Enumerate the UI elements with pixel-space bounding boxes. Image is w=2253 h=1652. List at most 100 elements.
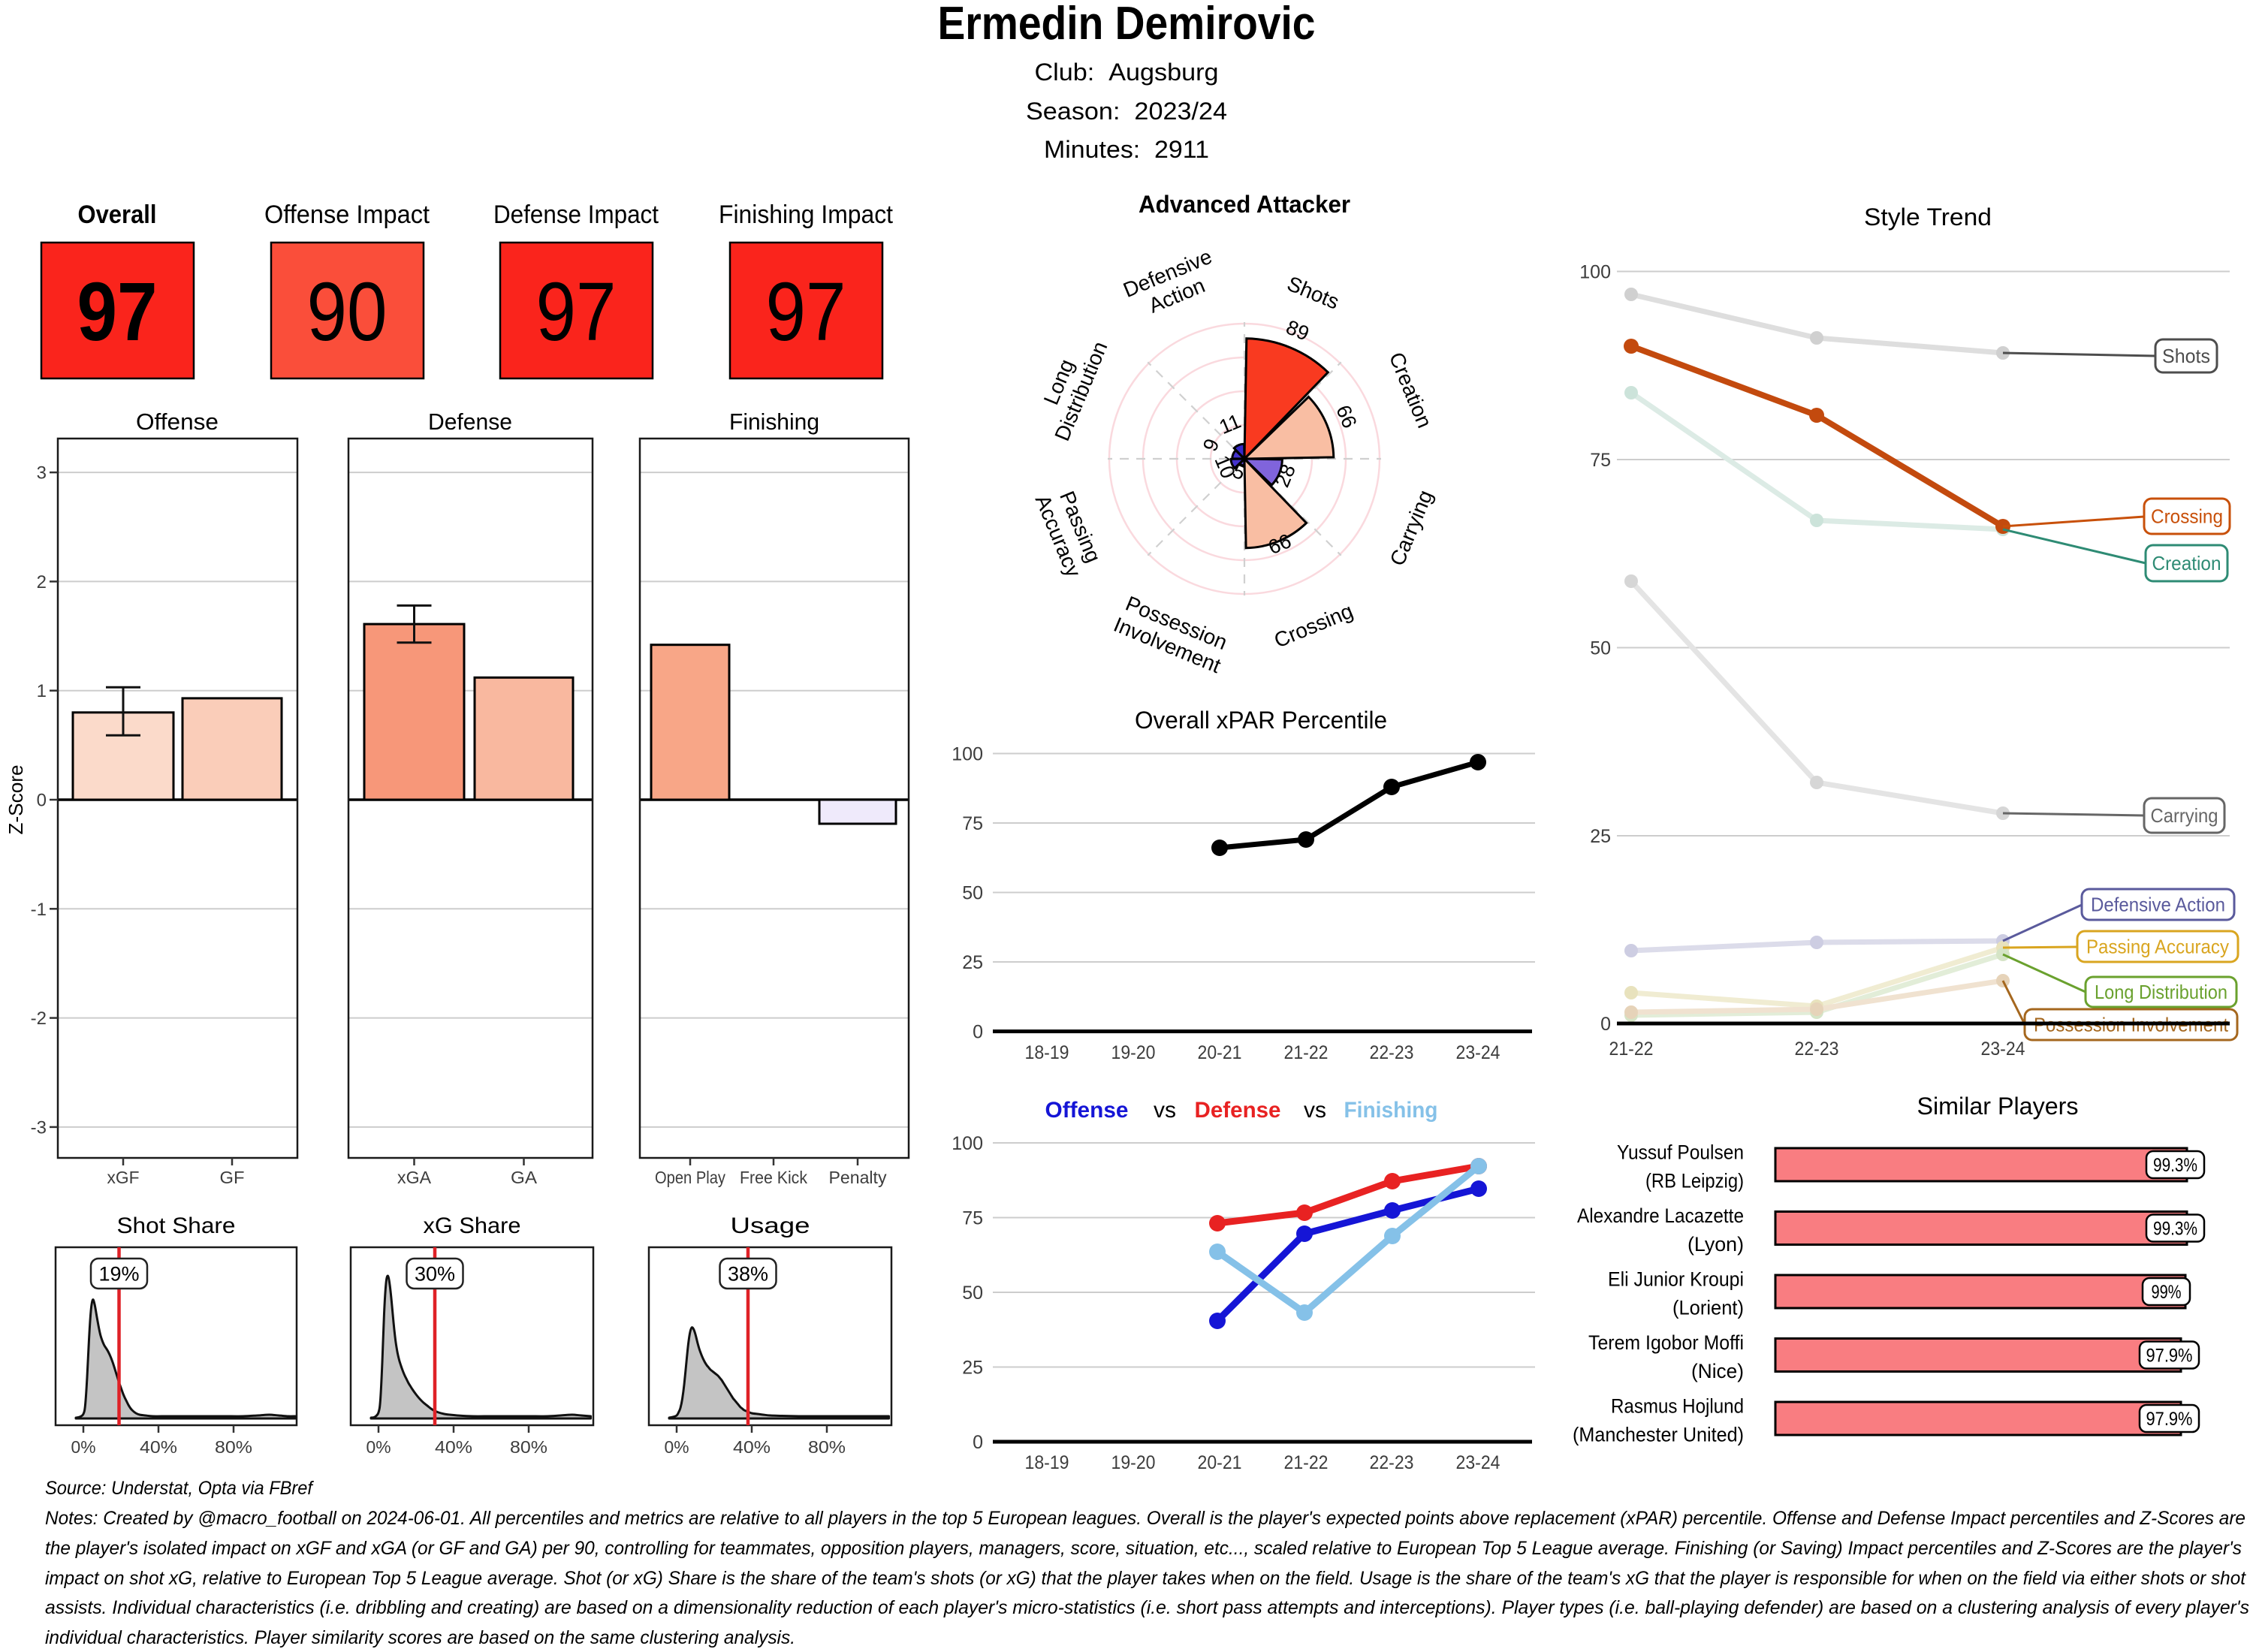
svg-text:Style Trend: Style Trend bbox=[1864, 203, 1992, 231]
svg-text:40%: 40% bbox=[140, 1437, 177, 1457]
svg-text:100: 100 bbox=[952, 744, 983, 765]
svg-text:-3: -3 bbox=[31, 1117, 47, 1138]
svg-text:xGA: xGA bbox=[397, 1168, 432, 1187]
svg-text:30%: 30% bbox=[415, 1263, 455, 1286]
svg-text:97: 97 bbox=[77, 266, 158, 358]
svg-text:Minutes: 2911: Minutes: 2911 bbox=[1044, 136, 1209, 163]
svg-text:75: 75 bbox=[1590, 450, 1611, 471]
svg-text:50: 50 bbox=[962, 1283, 983, 1304]
svg-text:(RB Leipzig): (RB Leipzig) bbox=[1645, 1170, 1744, 1192]
svg-text:40%: 40% bbox=[435, 1437, 472, 1457]
svg-text:0%: 0% bbox=[665, 1437, 689, 1457]
svg-text:Season: 2023/24: Season: 2023/24 bbox=[1026, 98, 1227, 125]
svg-text:3: 3 bbox=[37, 463, 47, 484]
svg-text:25: 25 bbox=[1590, 826, 1611, 847]
svg-text:Defensive Action: Defensive Action bbox=[2091, 894, 2225, 916]
svg-text:Eli Junior Kroupi: Eli Junior Kroupi bbox=[1608, 1268, 1744, 1291]
svg-text:Offense: Offense bbox=[1045, 1098, 1129, 1123]
svg-text:impact on shot xG, relative to: impact on shot xG, relative to European … bbox=[45, 1568, 2246, 1589]
svg-text:0%: 0% bbox=[366, 1437, 391, 1457]
svg-text:Rasmus Hojlund: Rasmus Hojlund bbox=[1611, 1395, 1744, 1418]
svg-text:Offense Impact: Offense Impact bbox=[264, 200, 430, 229]
svg-text:80%: 80% bbox=[808, 1437, 846, 1457]
svg-text:vs: vs bbox=[1154, 1098, 1176, 1123]
svg-text:Finishing: Finishing bbox=[729, 408, 819, 435]
svg-text:0: 0 bbox=[1600, 1014, 1611, 1035]
svg-text:0: 0 bbox=[973, 1432, 983, 1453]
svg-text:Finishing Impact: Finishing Impact bbox=[719, 200, 894, 229]
svg-text:97.9%: 97.9% bbox=[2146, 1409, 2193, 1430]
svg-text:Penalty: Penalty bbox=[829, 1168, 887, 1187]
svg-text:GF: GF bbox=[220, 1168, 245, 1187]
svg-text:100: 100 bbox=[952, 1133, 983, 1154]
svg-text:90: 90 bbox=[307, 266, 388, 358]
svg-text:Defense: Defense bbox=[1195, 1098, 1281, 1123]
svg-text:Carrying: Carrying bbox=[2151, 804, 2218, 827]
svg-text:assists. Individual characteri: assists. Individual characteristics (i.e… bbox=[45, 1597, 2249, 1618]
svg-text:75: 75 bbox=[962, 1208, 983, 1229]
svg-text:40%: 40% bbox=[733, 1437, 771, 1457]
svg-text:99%: 99% bbox=[2152, 1282, 2182, 1303]
svg-text:97: 97 bbox=[536, 266, 617, 358]
svg-text:Yussuf Poulsen: Yussuf Poulsen bbox=[1617, 1141, 1744, 1164]
svg-text:18-19: 18-19 bbox=[1025, 1452, 1069, 1473]
svg-text:Z-Score: Z-Score bbox=[5, 765, 27, 835]
svg-text:97.9%: 97.9% bbox=[2146, 1346, 2193, 1367]
svg-text:(Nice): (Nice) bbox=[1691, 1360, 1744, 1382]
svg-text:99.3%: 99.3% bbox=[2153, 1219, 2197, 1240]
svg-text:20-21: 20-21 bbox=[1198, 1042, 1242, 1063]
svg-text:Free Kick: Free Kick bbox=[740, 1168, 807, 1187]
svg-text:80%: 80% bbox=[215, 1437, 252, 1457]
svg-text:Advanced Attacker: Advanced Attacker bbox=[1139, 191, 1350, 218]
svg-text:Finishing: Finishing bbox=[1344, 1098, 1438, 1123]
svg-text:19-20: 19-20 bbox=[1111, 1042, 1156, 1063]
svg-text:25: 25 bbox=[962, 952, 983, 973]
svg-text:97: 97 bbox=[766, 266, 846, 358]
svg-text:22-23: 22-23 bbox=[1370, 1042, 1414, 1063]
svg-text:-1: -1 bbox=[31, 900, 47, 920]
svg-text:38%: 38% bbox=[728, 1263, 768, 1286]
svg-text:21-22: 21-22 bbox=[1284, 1042, 1329, 1063]
svg-text:xG Share: xG Share bbox=[424, 1213, 521, 1238]
svg-text:22-23: 22-23 bbox=[1370, 1452, 1414, 1473]
svg-text:50: 50 bbox=[962, 883, 983, 904]
svg-text:GA: GA bbox=[511, 1168, 538, 1187]
svg-text:21-22: 21-22 bbox=[1284, 1452, 1329, 1473]
svg-text:Long Distribution: Long Distribution bbox=[2095, 981, 2227, 1003]
svg-text:(Manchester United): (Manchester United) bbox=[1573, 1424, 1744, 1446]
svg-text:75: 75 bbox=[962, 813, 983, 834]
svg-text:Shot Share: Shot Share bbox=[117, 1213, 236, 1238]
svg-text:Alexandre Lacazette: Alexandre Lacazette bbox=[1577, 1204, 1744, 1227]
svg-text:Notes: Created by @macro_footb: Notes: Created by @macro_football on 202… bbox=[45, 1508, 2245, 1529]
svg-text:Creation: Creation bbox=[2152, 552, 2221, 574]
svg-text:Overall xPAR Percentile: Overall xPAR Percentile bbox=[1135, 707, 1387, 734]
svg-text:2: 2 bbox=[37, 572, 47, 592]
svg-text:vs: vs bbox=[1304, 1098, 1326, 1123]
svg-text:Ermedin Demirovic: Ermedin Demirovic bbox=[938, 0, 1316, 50]
svg-text:19-20: 19-20 bbox=[1111, 1452, 1156, 1473]
svg-text:Similar Players: Similar Players bbox=[1917, 1093, 2079, 1120]
svg-text:0%: 0% bbox=[71, 1437, 96, 1457]
svg-text:19%: 19% bbox=[98, 1263, 139, 1286]
svg-text:-2: -2 bbox=[31, 1008, 47, 1029]
svg-text:Club: Augsburg: Club: Augsburg bbox=[1035, 59, 1219, 86]
svg-text:Usage: Usage bbox=[731, 1213, 810, 1238]
svg-text:Crossing: Crossing bbox=[2151, 505, 2223, 528]
svg-text:the player's isolated impact o: the player's isolated impact on xGF and … bbox=[45, 1538, 2242, 1559]
svg-text:1: 1 bbox=[37, 681, 47, 701]
svg-text:23-24: 23-24 bbox=[1456, 1452, 1500, 1473]
svg-text:Passing Accuracy: Passing Accuracy bbox=[2086, 936, 2229, 958]
svg-text:individual characteristics. Pl: individual characteristics. Player simil… bbox=[45, 1627, 795, 1648]
svg-text:80%: 80% bbox=[510, 1437, 547, 1457]
svg-text:Offense: Offense bbox=[136, 408, 219, 435]
svg-text:100: 100 bbox=[1579, 262, 1611, 283]
svg-text:Defense Impact: Defense Impact bbox=[493, 200, 659, 229]
svg-text:99.3%: 99.3% bbox=[2153, 1155, 2197, 1176]
svg-text:22-23: 22-23 bbox=[1795, 1039, 1839, 1060]
svg-text:23-24: 23-24 bbox=[1456, 1042, 1500, 1063]
svg-text:50: 50 bbox=[1590, 638, 1611, 659]
svg-text:(Lorient): (Lorient) bbox=[1672, 1297, 1744, 1319]
svg-text:0: 0 bbox=[37, 791, 47, 811]
svg-text:Terem Igobor Moffi: Terem Igobor Moffi bbox=[1588, 1331, 1744, 1354]
svg-text:23-24: 23-24 bbox=[1981, 1039, 2025, 1060]
